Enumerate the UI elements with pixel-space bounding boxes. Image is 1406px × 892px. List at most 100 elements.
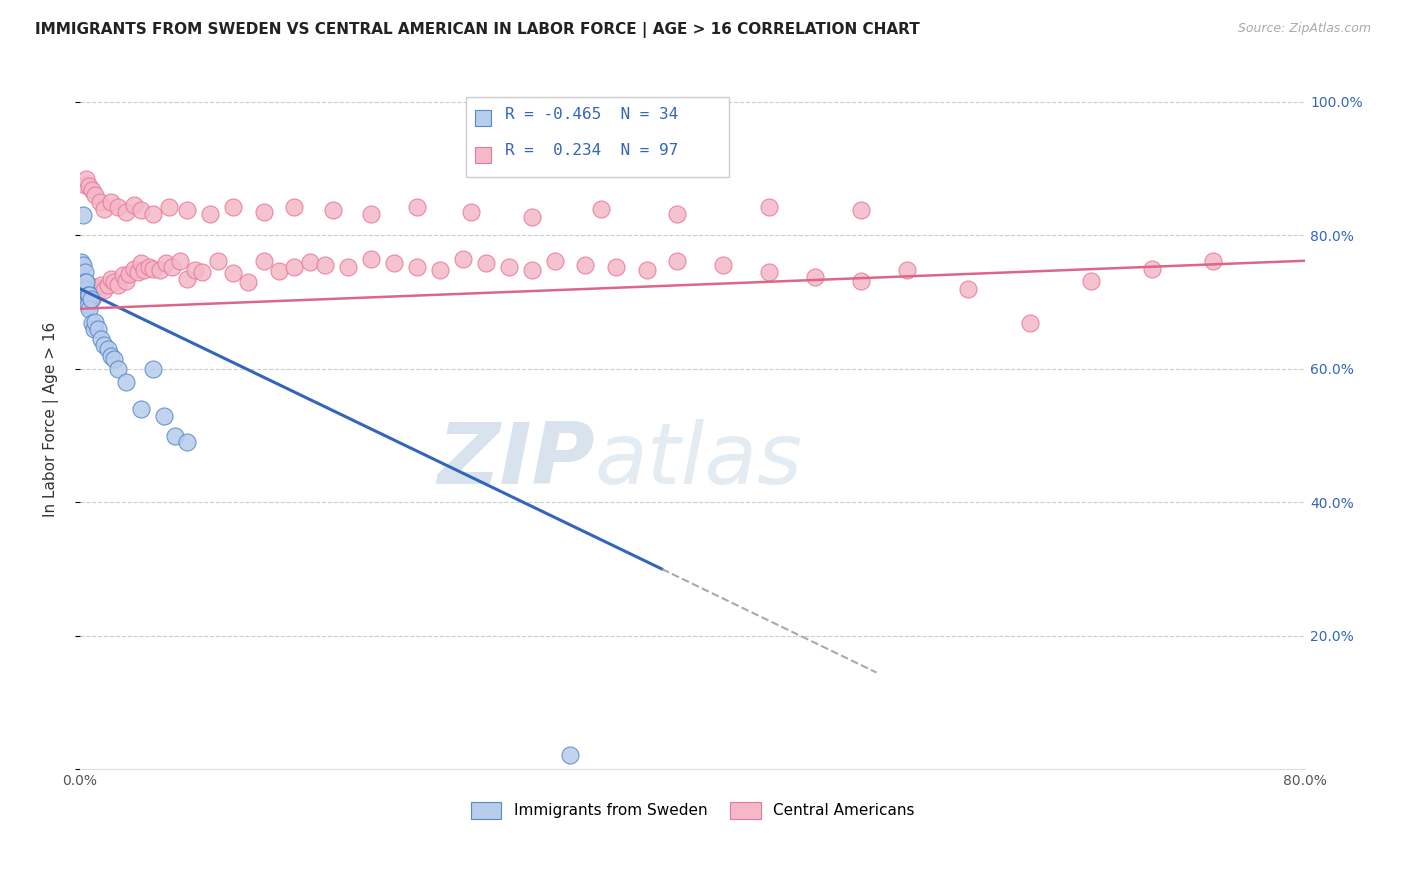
Point bbox=[77, 301, 100, 316]
Point bbox=[129, 401, 152, 416]
Point bbox=[1080, 274, 1102, 288]
Legend: Immigrants from Sweden, Central Americans: Immigrants from Sweden, Central American… bbox=[465, 796, 921, 825]
Point bbox=[76, 283, 98, 297]
Point bbox=[70, 268, 93, 283]
Point bbox=[849, 202, 872, 217]
Point bbox=[149, 263, 172, 277]
Point bbox=[77, 287, 100, 301]
Point bbox=[90, 278, 112, 293]
Point bbox=[96, 342, 118, 356]
Point bbox=[76, 298, 98, 312]
Point bbox=[1018, 317, 1040, 331]
Point bbox=[322, 202, 344, 217]
Point bbox=[360, 207, 382, 221]
Point bbox=[82, 292, 104, 306]
Point bbox=[87, 283, 110, 297]
Point bbox=[115, 205, 138, 219]
Point bbox=[1140, 261, 1163, 276]
Point bbox=[82, 183, 104, 197]
Point bbox=[157, 200, 180, 214]
Point bbox=[142, 207, 165, 221]
Point bbox=[73, 178, 96, 192]
Point bbox=[79, 292, 101, 306]
Point bbox=[79, 290, 101, 304]
Point bbox=[142, 261, 165, 276]
Point bbox=[160, 260, 183, 275]
Point bbox=[498, 260, 520, 275]
Point bbox=[100, 349, 122, 363]
Point bbox=[100, 272, 122, 286]
Point bbox=[605, 260, 627, 275]
Point bbox=[520, 210, 543, 224]
Point bbox=[75, 285, 97, 299]
Point bbox=[118, 267, 141, 281]
Text: ZIP: ZIP bbox=[437, 419, 595, 502]
Point bbox=[849, 274, 872, 288]
Point bbox=[558, 747, 581, 762]
Point bbox=[90, 332, 112, 346]
Point bbox=[382, 256, 405, 270]
Point bbox=[84, 188, 107, 202]
Point bbox=[75, 275, 97, 289]
Point bbox=[222, 200, 245, 214]
FancyBboxPatch shape bbox=[465, 96, 730, 178]
Point bbox=[460, 205, 482, 219]
Point bbox=[337, 260, 360, 275]
Point bbox=[73, 275, 96, 289]
Point bbox=[129, 256, 152, 270]
Point bbox=[93, 338, 115, 352]
Point bbox=[76, 290, 98, 304]
Point bbox=[70, 282, 93, 296]
Point bbox=[636, 263, 658, 277]
Point bbox=[451, 252, 474, 267]
Point bbox=[283, 200, 305, 214]
Point bbox=[115, 375, 138, 389]
Point bbox=[711, 258, 734, 272]
Point bbox=[804, 269, 827, 284]
Point bbox=[429, 263, 451, 277]
Point bbox=[84, 287, 107, 301]
Point bbox=[89, 194, 111, 209]
Point bbox=[93, 283, 115, 297]
Point bbox=[163, 428, 186, 442]
Text: Source: ZipAtlas.com: Source: ZipAtlas.com bbox=[1237, 22, 1371, 36]
Point bbox=[83, 322, 105, 336]
Point bbox=[176, 435, 198, 450]
Point bbox=[574, 258, 596, 272]
Point bbox=[207, 253, 229, 268]
Point bbox=[96, 278, 118, 293]
Point bbox=[77, 179, 100, 194]
Point bbox=[129, 202, 152, 217]
Point bbox=[253, 205, 276, 219]
Point bbox=[191, 265, 214, 279]
Point bbox=[77, 288, 100, 302]
Point bbox=[107, 362, 129, 376]
Point bbox=[127, 265, 149, 279]
Point bbox=[100, 194, 122, 209]
Point bbox=[198, 207, 221, 221]
Point bbox=[115, 274, 138, 288]
Point bbox=[169, 253, 191, 268]
Point bbox=[155, 256, 177, 270]
Point bbox=[238, 275, 260, 289]
Point bbox=[122, 198, 145, 212]
Point bbox=[73, 265, 96, 279]
Point bbox=[72, 208, 94, 222]
Point bbox=[1202, 253, 1225, 268]
Point bbox=[72, 259, 94, 273]
Point bbox=[103, 275, 125, 289]
Point bbox=[84, 315, 107, 329]
Point bbox=[176, 272, 198, 286]
Point bbox=[520, 263, 543, 277]
Point bbox=[957, 282, 980, 296]
Point bbox=[758, 200, 780, 214]
Text: IMMIGRANTS FROM SWEDEN VS CENTRAL AMERICAN IN LABOR FORCE | AGE > 16 CORRELATION: IMMIGRANTS FROM SWEDEN VS CENTRAL AMERIC… bbox=[35, 22, 920, 38]
Point bbox=[406, 200, 429, 214]
Point bbox=[72, 282, 94, 296]
Point bbox=[72, 288, 94, 302]
Point bbox=[122, 261, 145, 276]
Point bbox=[75, 288, 97, 302]
Point bbox=[475, 256, 498, 270]
Point bbox=[222, 267, 245, 281]
Point bbox=[103, 351, 125, 366]
